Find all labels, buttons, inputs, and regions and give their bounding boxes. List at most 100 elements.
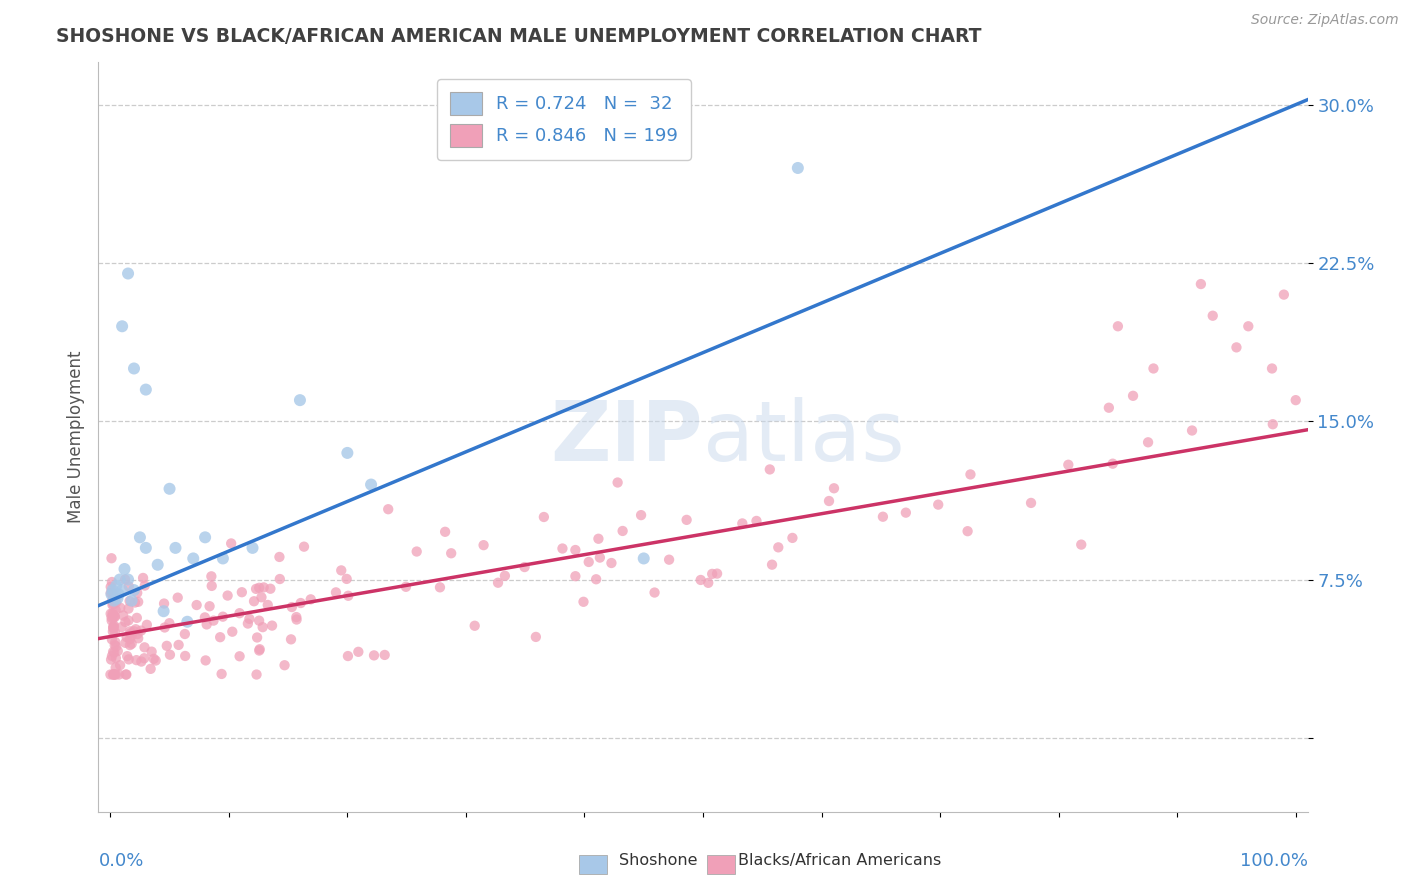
Point (612, 524, 634, 538)
Point (159, 482, 181, 496)
Point (200, 569, 222, 583)
Point (103, 593, 125, 607)
Point (440, 546, 463, 560)
Point (135, 541, 157, 555)
Point (157, 616, 180, 631)
Point (759, 462, 782, 476)
Point (1225, 340, 1247, 354)
Point (269, 572, 291, 586)
Point (104, 603, 127, 617)
Point (105, 595, 128, 609)
Point (103, 621, 125, 635)
Point (118, 594, 141, 608)
Point (1122, 389, 1144, 403)
Point (100, 551, 122, 566)
Point (127, 627, 149, 641)
Point (1142, 361, 1164, 376)
Point (145, 654, 167, 668)
Point (198, 599, 221, 614)
Point (330, 563, 353, 577)
Point (174, 648, 197, 663)
Point (153, 597, 176, 611)
Point (1261, 417, 1284, 432)
Point (122, 361, 145, 376)
Point (100, 610, 122, 624)
Point (761, 558, 783, 572)
Point (377, 502, 399, 516)
Point (1137, 435, 1160, 450)
Point (292, 540, 315, 554)
Point (675, 513, 697, 527)
Point (589, 550, 612, 565)
Point (103, 597, 125, 611)
Point (117, 614, 139, 628)
Point (103, 645, 125, 659)
Point (588, 532, 610, 546)
Point (405, 544, 427, 558)
Text: Source: ZipAtlas.com: Source: ZipAtlas.com (1251, 13, 1399, 28)
Point (104, 625, 127, 640)
Point (782, 531, 804, 545)
Point (118, 579, 141, 593)
Point (1261, 361, 1284, 376)
Point (325, 585, 347, 599)
Point (105, 640, 128, 654)
Point (108, 658, 131, 673)
Point (551, 541, 574, 556)
Point (1101, 457, 1123, 471)
Point (153, 620, 176, 634)
Point (101, 585, 124, 599)
Point (114, 636, 136, 650)
Y-axis label: Male Unemployment: Male Unemployment (66, 351, 84, 524)
Point (1107, 319, 1129, 334)
Point (221, 624, 243, 639)
Point (209, 630, 232, 644)
Point (127, 632, 149, 646)
Point (121, 629, 143, 643)
Point (124, 595, 146, 609)
Point (134, 651, 156, 665)
Point (823, 481, 845, 495)
Text: 0.0%: 0.0% (98, 852, 143, 870)
Point (249, 642, 271, 657)
Point (256, 598, 278, 612)
Point (173, 627, 195, 641)
Point (107, 644, 129, 658)
Point (1181, 424, 1204, 438)
Point (114, 667, 136, 681)
Point (243, 594, 266, 608)
Point (105, 579, 128, 593)
Point (706, 566, 728, 581)
Point (176, 615, 198, 629)
Point (134, 640, 156, 655)
Point (100, 614, 122, 628)
Point (524, 630, 547, 644)
Point (103, 609, 125, 624)
Point (253, 581, 276, 595)
Point (129, 530, 152, 544)
Point (1272, 287, 1295, 301)
Point (956, 524, 979, 539)
Point (219, 536, 242, 550)
Point (141, 645, 163, 659)
Point (194, 653, 217, 667)
Point (564, 543, 586, 558)
Point (290, 596, 312, 610)
Point (103, 620, 125, 634)
Point (104, 610, 127, 624)
Point (360, 477, 382, 491)
Point (236, 616, 259, 631)
Text: SHOSHONE VS BLACK/AFRICAN AMERICAN MALE UNEMPLOYMENT CORRELATION CHART: SHOSHONE VS BLACK/AFRICAN AMERICAN MALE … (56, 27, 981, 45)
Point (159, 648, 181, 662)
Point (336, 446, 359, 460)
Point (118, 632, 141, 647)
Point (115, 649, 138, 664)
Point (211, 667, 233, 681)
Point (101, 598, 124, 612)
Point (288, 393, 311, 408)
Point (1098, 401, 1121, 415)
Point (1057, 458, 1080, 472)
Point (201, 579, 224, 593)
Point (101, 574, 124, 589)
Point (959, 467, 981, 482)
